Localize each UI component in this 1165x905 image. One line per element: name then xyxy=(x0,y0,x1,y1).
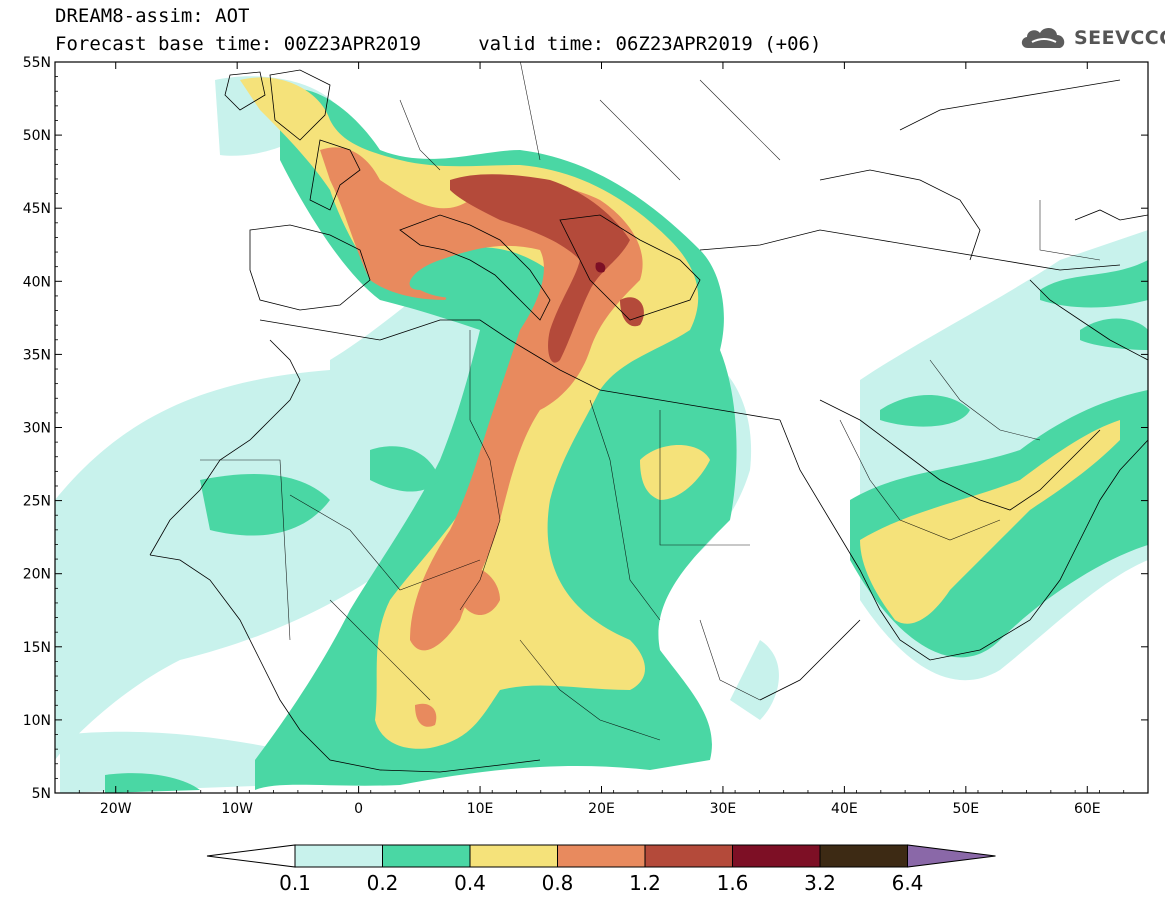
lat-tick-label: 15N xyxy=(23,640,51,656)
colorbar-segment xyxy=(819,844,908,868)
colorbar-under-triangle xyxy=(206,844,296,868)
colorbar-level-label: 1.6 xyxy=(717,871,749,895)
lat-tick-label: 20N xyxy=(23,567,51,583)
aot-fill-1-2-1-6 xyxy=(450,174,644,363)
lat-tick-label: 40N xyxy=(23,274,51,290)
longitude-axis: 20W 10W 0 10E 20E 30E 40E 50E 60E xyxy=(54,62,1149,817)
latitude-axis: 55N 50N 45N 40N 35N 30N 25N 20N 15N 10N 5N xyxy=(23,55,1148,802)
colorbar: 0.1 0.2 0.4 0.8 1.2 1.6 3.2 6.4 xyxy=(206,844,996,895)
lat-tick-label: 35N xyxy=(23,347,51,363)
lat-tick-label: 55N xyxy=(23,55,51,71)
colorbar-segment xyxy=(557,844,646,868)
aot-fill-0-8-1-2 xyxy=(320,147,643,727)
forecast-times: Forecast base time: 00Z23APR2019 valid t… xyxy=(55,33,822,55)
colorbar-level-label: 0.2 xyxy=(367,871,399,895)
lon-tick-label: 10E xyxy=(467,801,494,817)
lon-tick-label: 30E xyxy=(710,801,737,817)
colorbar-segment xyxy=(294,844,383,868)
lat-tick-label: 50N xyxy=(23,128,51,144)
lon-tick-label: 60E xyxy=(1074,801,1101,817)
map-panel xyxy=(55,62,1148,793)
map-title: DREAM8-assim: AOT xyxy=(55,5,250,27)
lat-tick-label: 30N xyxy=(23,421,51,437)
logo-text: SEEVCCC xyxy=(1074,27,1165,49)
lon-tick-label: 40E xyxy=(831,801,858,817)
colorbar-level-label: 1.2 xyxy=(629,871,661,895)
colorbar-segment xyxy=(469,844,558,868)
cloud-icon xyxy=(1021,27,1065,48)
lat-tick-label: 25N xyxy=(23,494,51,510)
lat-tick-label: 10N xyxy=(23,713,51,729)
lon-tick-label: 50E xyxy=(952,801,979,817)
country-borders xyxy=(200,62,1101,741)
lon-tick-label: 10W xyxy=(221,801,253,817)
colorbar-over-triangle xyxy=(907,844,996,868)
lon-tick-label: 20E xyxy=(588,801,615,817)
colorbar-level-label: 6.4 xyxy=(892,871,924,895)
lat-tick-label: 5N xyxy=(32,786,51,802)
colorbar-segment xyxy=(732,844,821,868)
colorbar-segment xyxy=(382,844,471,868)
colorbar-segment xyxy=(644,844,733,868)
lon-tick-label: 20W xyxy=(100,801,132,817)
colorbar-level-label: 0.8 xyxy=(542,871,574,895)
lon-tick-label: 0 xyxy=(354,801,363,817)
colorbar-level-label: 0.4 xyxy=(454,871,486,895)
coastlines xyxy=(149,69,1148,773)
colorbar-level-label: 0.1 xyxy=(279,871,311,895)
seevccc-logo: SEEVCCC xyxy=(1018,24,1165,52)
aot-fill-1-6-3-2 xyxy=(595,262,606,273)
colorbar-level-label: 3.2 xyxy=(804,871,836,895)
lat-tick-label: 45N xyxy=(23,201,51,217)
